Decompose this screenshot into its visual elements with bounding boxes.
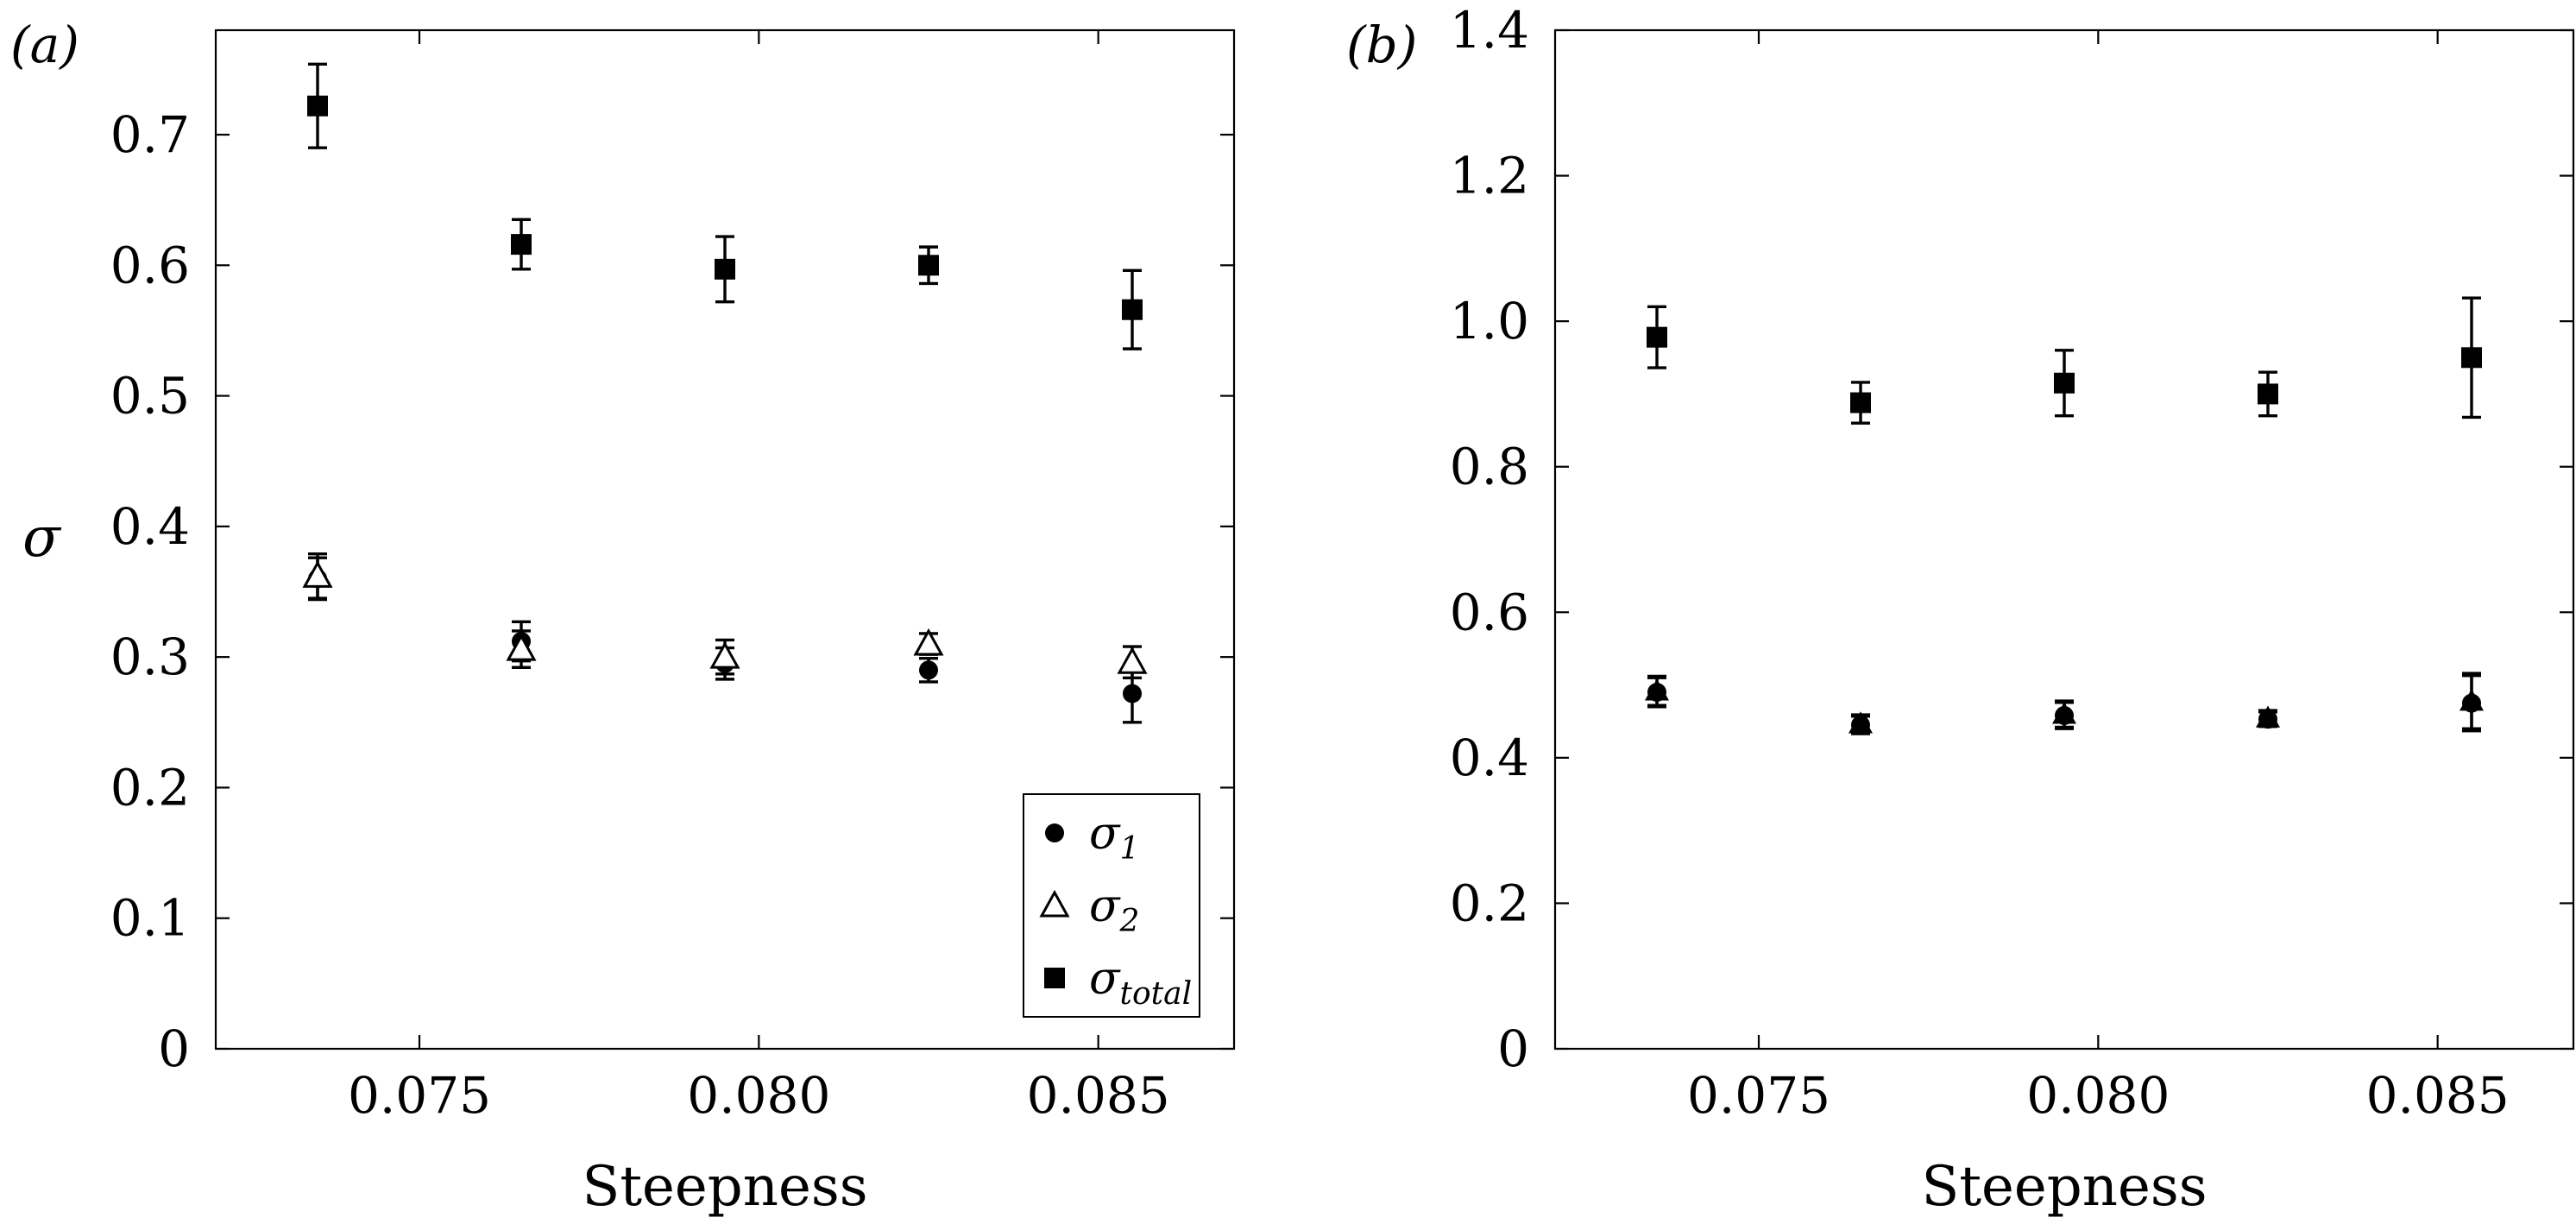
square-marker: [2054, 372, 2075, 394]
triangle-marker: [709, 641, 740, 669]
x-tick-label: 0.085: [1027, 1066, 1170, 1125]
x-tick-label: 0.080: [687, 1066, 830, 1125]
x-tick-label: 0.080: [2026, 1066, 2170, 1125]
square-marker: [1850, 392, 1871, 413]
y-tick-label: 1.2: [1450, 147, 1529, 205]
panel-label: (a): [10, 16, 79, 74]
y-tick-label: 0.6: [110, 236, 190, 294]
y-tick-label: 1.0: [1450, 292, 1529, 350]
square-marker: [2461, 347, 2482, 369]
circle-marker: [1045, 823, 1064, 842]
y-tick-label: 1.4: [1450, 1, 1529, 60]
x-axis-label: Steepness: [1921, 1155, 2207, 1219]
y-tick-label: 0.4: [1450, 729, 1529, 787]
triangle-marker: [1849, 711, 1873, 734]
square-marker: [511, 234, 532, 256]
y-tick-label: 0.1: [110, 889, 190, 948]
triangle-marker: [1645, 678, 1669, 701]
y-tick-label: 0.3: [110, 628, 190, 686]
y-tick-label: 0.7: [110, 105, 190, 164]
triangle-marker: [506, 633, 537, 661]
circle-marker: [1123, 684, 1142, 703]
circle-marker: [919, 660, 938, 680]
series-filled-square: [307, 62, 1143, 350]
square-marker: [715, 258, 735, 280]
x-tick-label: 0.075: [348, 1066, 491, 1125]
y-tick-label: 0.2: [1450, 874, 1529, 932]
plot-frame: [1553, 28, 2575, 1050]
triangle-marker: [1039, 889, 1070, 918]
series-open-triangle: [302, 552, 1148, 680]
x-tick-label: 0.075: [1687, 1066, 1830, 1125]
square-marker: [1044, 968, 1065, 988]
y-axis-label: σ: [22, 506, 62, 570]
y-tick-label: 0.8: [1450, 438, 1529, 496]
triangle-marker: [1117, 647, 1148, 674]
x-axis-label: Steepness: [582, 1155, 867, 1219]
square-marker: [2258, 383, 2278, 405]
triangle-marker: [2256, 705, 2280, 728]
series-filled-square: [1647, 296, 2482, 425]
y-tick-label: 0.6: [1450, 583, 1529, 641]
panel-label: (b): [1346, 16, 1417, 74]
triangle-marker: [2459, 689, 2484, 711]
square-marker: [1647, 326, 1667, 348]
x-tick-label: 0.085: [2366, 1066, 2510, 1125]
plot-frame: [214, 28, 1236, 1050]
triangle-marker: [302, 560, 333, 588]
triangle-marker: [913, 628, 944, 656]
square-marker: [1122, 299, 1143, 320]
y-tick-label: 0: [158, 1019, 190, 1078]
chart-panel-2: 0.075 0.080 0.085 0 0.2 0.4 0.6 0.8 1.0 1.2 1.4 Ste…: [1346, 1, 2575, 1219]
y-tick-label: 0.5: [110, 367, 190, 426]
y-tick-label: 0.2: [110, 758, 190, 817]
y-tick-label: 0.4: [110, 497, 190, 556]
square-marker: [918, 255, 939, 276]
square-marker: [307, 95, 328, 117]
triangle-marker: [2052, 702, 2076, 724]
series-filled-triangle: [1645, 672, 2484, 735]
chart-panel-1: 0.075 0.080 0.085 0 0.1 0.2 0.3 0.4 0.5 0.6 0.7 Ste…: [10, 16, 1236, 1219]
y-tick-label: 0: [1497, 1019, 1529, 1078]
